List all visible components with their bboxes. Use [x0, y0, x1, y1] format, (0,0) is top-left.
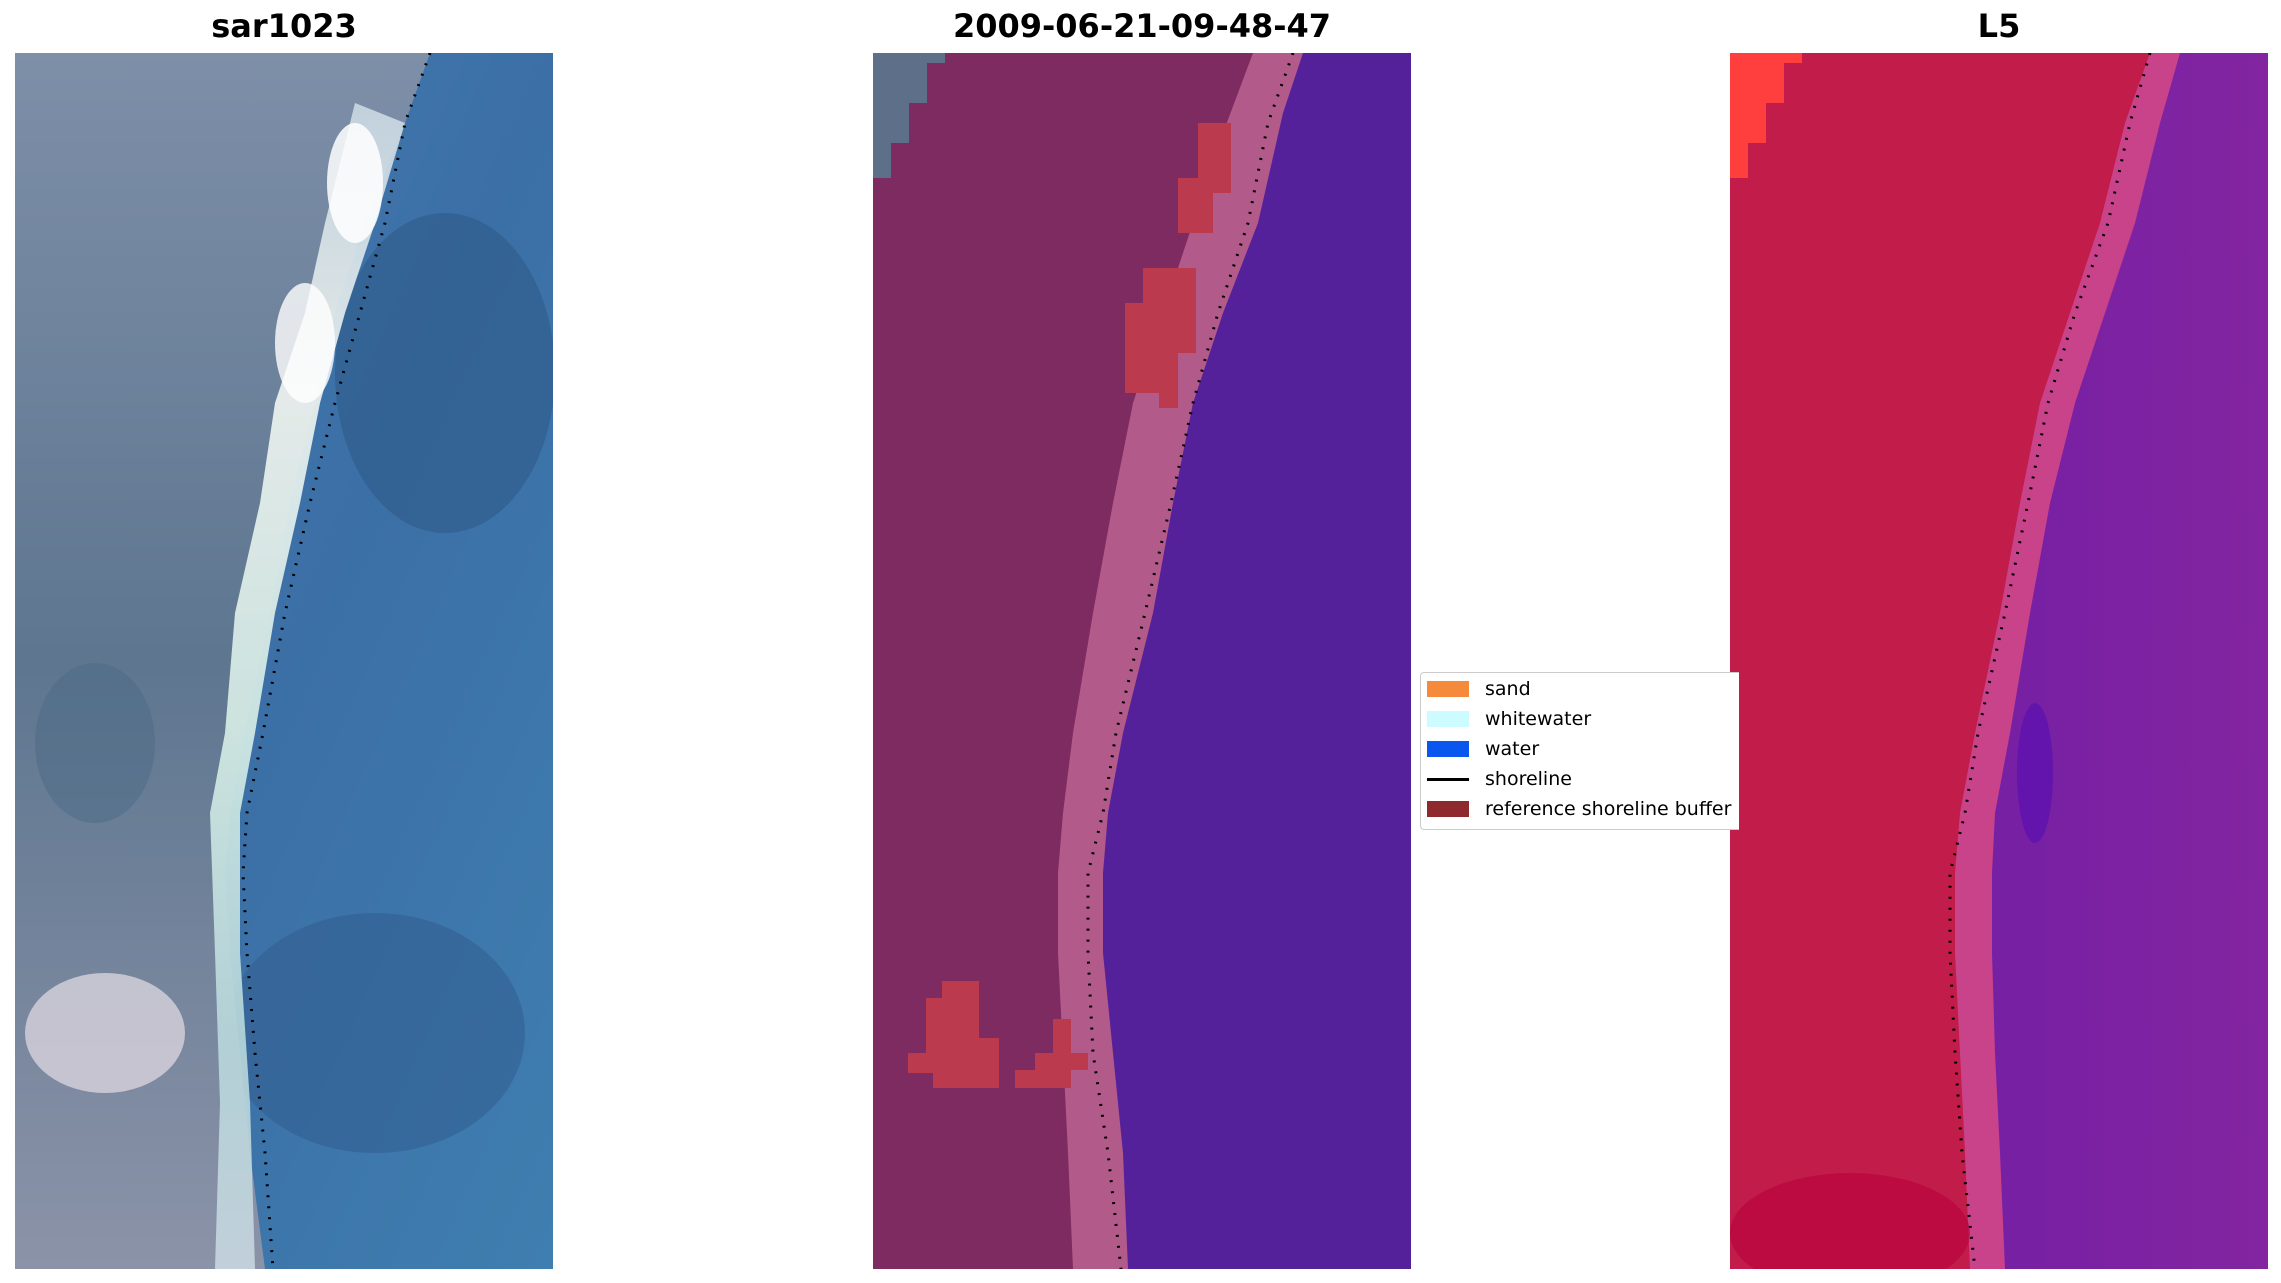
- panel-title-l5: L5: [1977, 7, 2021, 45]
- l5-land-dark: [1730, 1173, 1970, 1269]
- rgb-land-area: [15, 53, 430, 1269]
- class-land-area: [873, 53, 1253, 1269]
- legend-swatch-shoreline: [1427, 777, 1469, 781]
- legend-label: reference shoreline buffer: [1485, 798, 1732, 820]
- legend-swatch-water: [1427, 741, 1469, 757]
- rgb-whitewater-bright: [327, 123, 383, 243]
- legend-swatch-whitewater: [1427, 711, 1469, 727]
- legend-label: whitewater: [1485, 708, 1592, 730]
- class-red-patch: [1015, 1019, 1088, 1088]
- rgb-deep-water: [335, 213, 553, 533]
- legend-item-whitewater: whitewater: [1427, 707, 1591, 731]
- class-red-patch: [908, 981, 999, 1088]
- legend-item-shoreline: shoreline: [1427, 767, 1572, 791]
- panel-title-rgb: sar1023: [211, 7, 357, 45]
- legend-label: water: [1485, 738, 1540, 760]
- rgb-image-panel: [15, 53, 553, 1269]
- legend-swatch-reference-buffer: [1427, 801, 1469, 817]
- classification-panel: [873, 53, 1411, 1269]
- l5-land-area: [1730, 53, 2150, 1269]
- legend-item-sand: sand: [1427, 677, 1531, 701]
- legend: sand whitewater water shoreline referenc…: [1420, 672, 1739, 830]
- class-red-patch: [1178, 123, 1231, 233]
- rgb-land-dark: [35, 663, 155, 823]
- legend-swatch-sand: [1427, 681, 1469, 697]
- legend-item-water: water: [1427, 737, 1539, 761]
- legend-label: shoreline: [1485, 768, 1572, 790]
- rgb-deep-water: [225, 913, 525, 1153]
- l5-panel: [1730, 53, 2268, 1269]
- class-rgb-corner: [873, 53, 945, 178]
- l5-water-dark: [2017, 703, 2053, 843]
- panel-title-classification: 2009-06-21-09-48-47: [952, 7, 1332, 45]
- rgb-whitewater-bright: [275, 283, 335, 403]
- legend-item-reference-buffer: reference shoreline buffer: [1427, 797, 1731, 821]
- rgb-whitewater-bright: [25, 973, 185, 1093]
- class-red-patch: [1125, 268, 1196, 408]
- l5-bright-corner: [1730, 53, 1802, 178]
- legend-label: sand: [1485, 678, 1531, 700]
